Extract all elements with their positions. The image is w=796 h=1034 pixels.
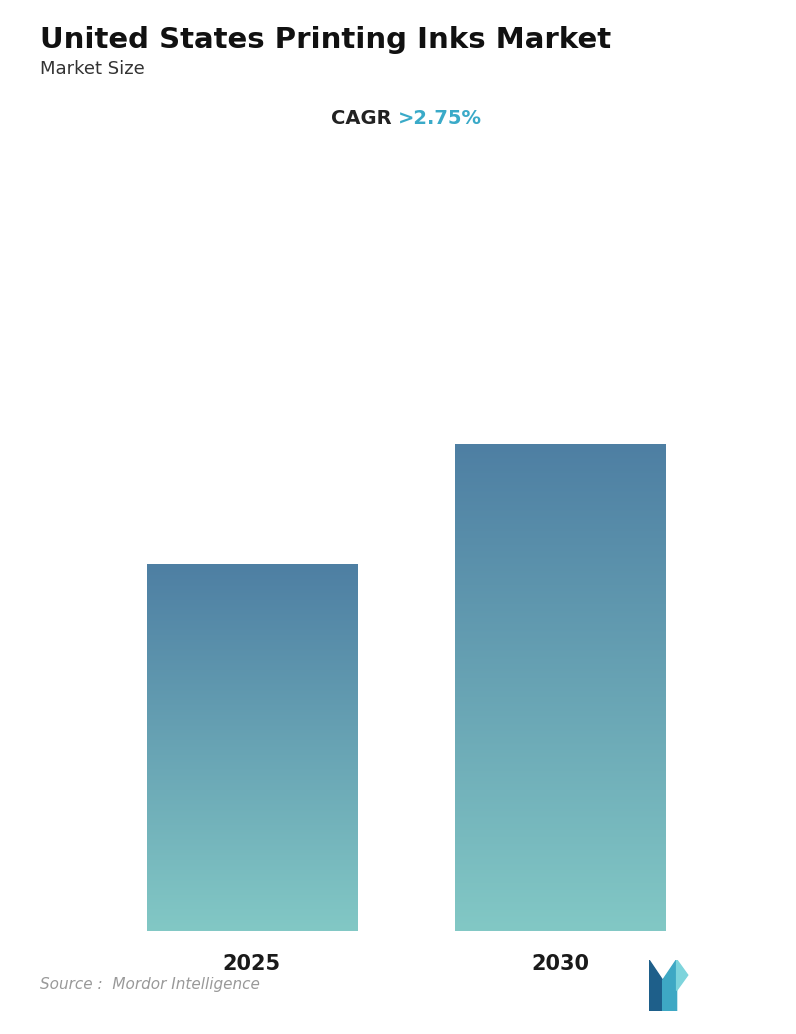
Polygon shape	[663, 960, 677, 1011]
Polygon shape	[677, 960, 688, 991]
Text: 2030: 2030	[531, 954, 589, 974]
Text: >2.75%: >2.75%	[398, 109, 482, 127]
Text: United States Printing Inks Market: United States Printing Inks Market	[40, 26, 611, 54]
Text: Market Size: Market Size	[40, 60, 145, 78]
Text: 2025: 2025	[223, 954, 281, 974]
Text: Source :  Mordor Intelligence: Source : Mordor Intelligence	[40, 977, 259, 992]
Text: CAGR: CAGR	[330, 109, 398, 127]
Polygon shape	[649, 960, 663, 1011]
